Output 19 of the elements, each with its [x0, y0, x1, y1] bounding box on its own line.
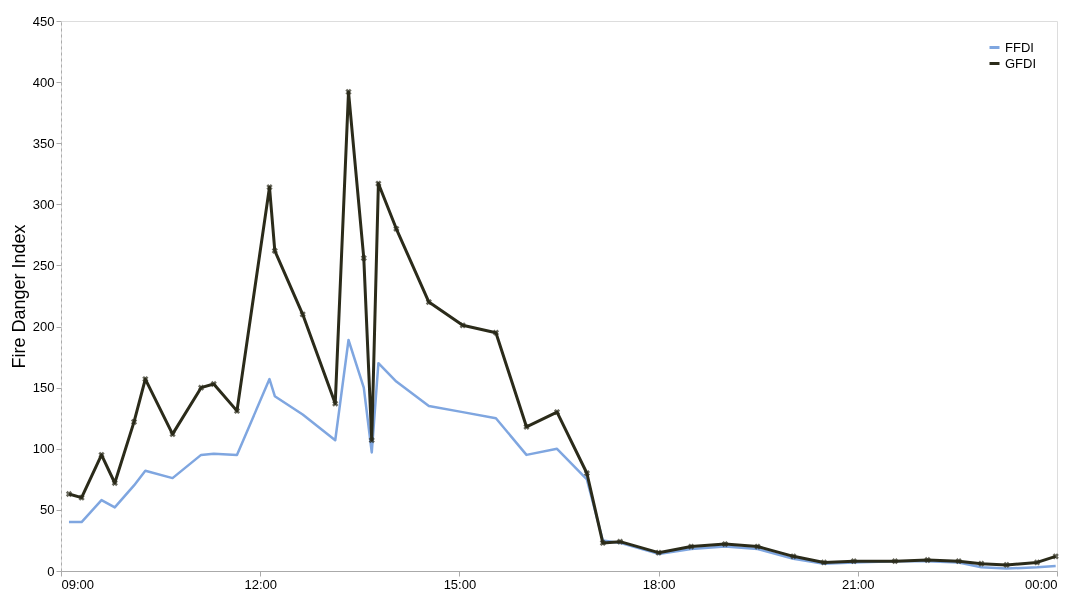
y-tick-label: 50	[40, 502, 55, 518]
x-tick-label: 21:00	[842, 576, 875, 592]
y-tick-label: 200	[32, 319, 55, 335]
x-tick-label: 18:00	[642, 576, 676, 592]
legend-label: GFDI	[1005, 55, 1037, 71]
x-tick-label: 09:00	[61, 576, 95, 592]
y-tick-label: 150	[32, 380, 55, 396]
x-tick-label: 15:00	[443, 576, 477, 592]
y-tick-label: 400	[32, 74, 55, 90]
y-tick-label: 0	[47, 563, 55, 579]
y-tick-label: 300	[32, 196, 55, 212]
y-tick-label: 350	[32, 135, 55, 151]
x-tick-label: 12:00	[244, 576, 277, 592]
y-tick-label: 100	[32, 441, 55, 457]
y-tick-label: 450	[32, 13, 55, 29]
y-axis-title: Fire Danger Index	[8, 224, 29, 369]
x-tick-label: 00:00	[1024, 576, 1058, 592]
legend-label: FFDI	[1005, 39, 1034, 55]
y-tick-label: 250	[32, 257, 55, 273]
